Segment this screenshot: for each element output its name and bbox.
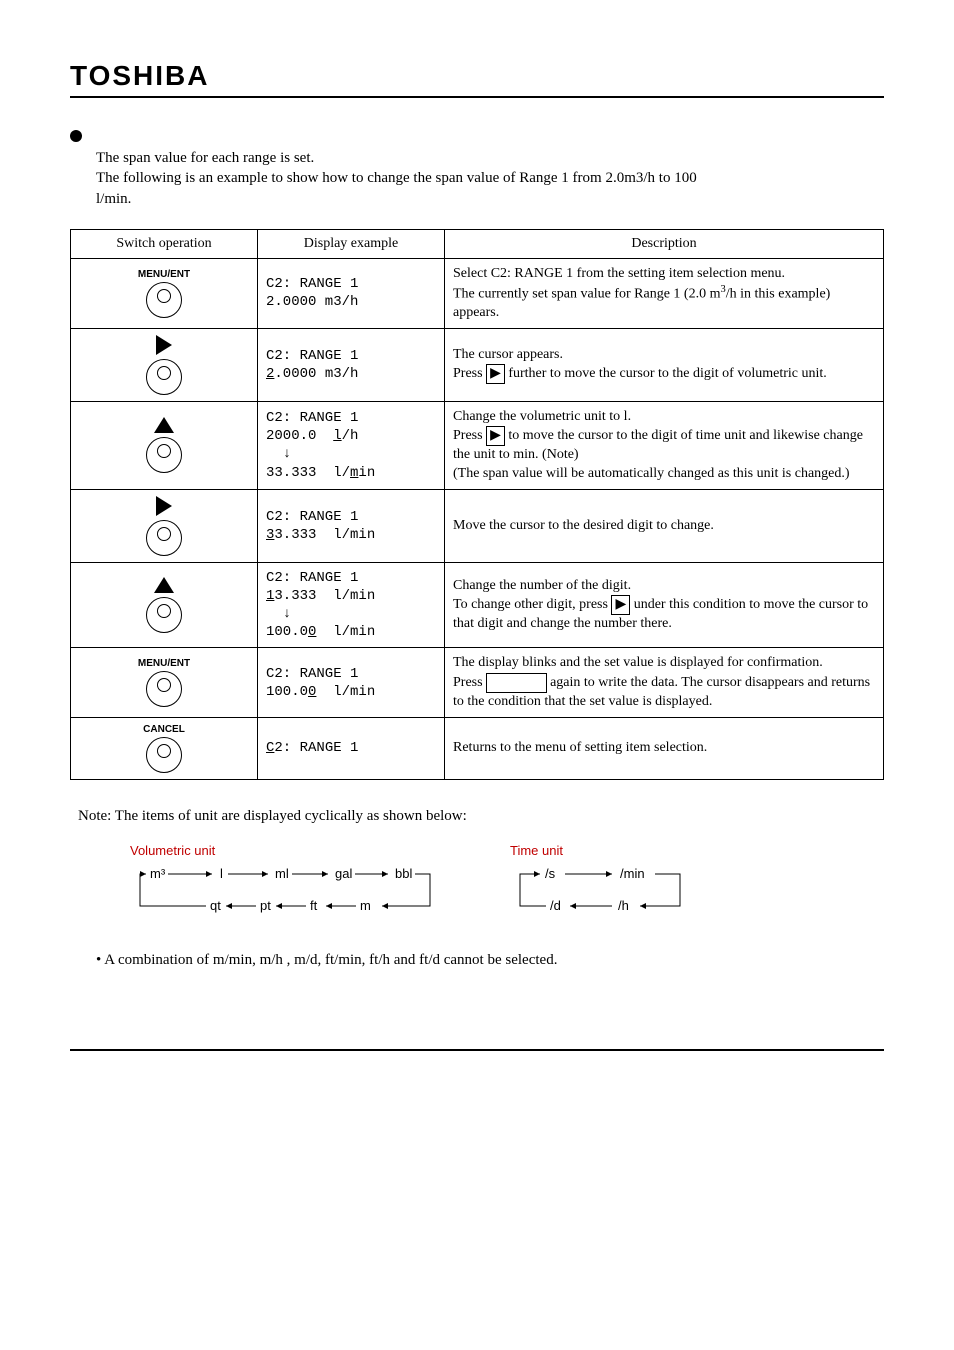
svg-text:bbl: bbl [395,866,412,881]
svg-text:pt: pt [260,898,271,913]
svg-text:/s: /s [545,866,556,881]
table-row: CANCELC2: RANGE 1Returns to the menu of … [71,718,884,780]
procedure-table: Switch operation Display example Descrip… [70,229,884,780]
volumetric-cycle-diagram: m³ l ml gal bbl m ft pt qt [130,862,450,922]
intro-line-1: The span value for each range is set. [96,148,884,168]
time-cycle-diagram: /s /min /h /d [510,862,710,922]
svg-text:m: m [360,898,371,913]
description-cell: Move the cursor to the desired digit to … [445,489,884,562]
description-cell: Select C2: RANGE 1 from the setting item… [445,258,884,328]
display-cell: C2: RANGE 1 100.00 l/min [258,648,445,718]
triangle-up-icon [154,417,174,433]
switch-cell [71,489,258,562]
display-cell: C2: RANGE 1 13.333 l/min ↓ 100.00 l/min [258,562,445,648]
button-circle-icon [146,437,182,473]
svg-text:gal: gal [335,866,352,881]
top-rule [70,96,884,98]
intro-line-2b: l/min. [96,189,884,209]
table-row: C2: RANGE 1 2.0000 m3/hThe cursor appear… [71,328,884,401]
switch-cell [71,328,258,401]
unit-cycles: Volumetric unit m³ l ml gal bbl m ft pt … [130,843,884,922]
svg-text:qt: qt [210,898,221,913]
display-cell: C2: RANGE 1 2.0000 m3/h [258,328,445,401]
intro-text: The span value for each range is set. Th… [96,148,884,209]
col-header-desc: Description [445,229,884,258]
volumetric-cycle-title: Volumetric unit [130,843,450,858]
triangle-up-icon [154,577,174,593]
table-row: C2: RANGE 1 13.333 l/min ↓ 100.00 l/minC… [71,562,884,648]
button-circle-icon [146,597,182,633]
bullet-heading [70,128,884,142]
time-cycle-title: Time unit [510,843,710,858]
bullet-dot-icon [70,130,82,142]
switch-cell [71,401,258,489]
description-cell: The cursor appears.Press ▶ further to mo… [445,328,884,401]
description-cell: Change the number of the digit.To change… [445,562,884,648]
intro-line-2a: The following is an example to show how … [96,168,884,188]
col-header-display: Display example [258,229,445,258]
description-cell: Change the volumetric unit to l.Press ▶ … [445,401,884,489]
display-cell: C2: RANGE 1 [258,718,445,780]
table-row: MENU/ENTC2: RANGE 1 100.00 l/minThe disp… [71,648,884,718]
description-cell: Returns to the menu of setting item sele… [445,718,884,780]
switch-cell: MENU/ENT [71,258,258,328]
footnote: • A combination of m/min, m/h , m/d, ft/… [96,952,884,969]
button-circle-icon [146,520,182,556]
svg-text:ft: ft [310,898,318,913]
time-cycle: Time unit /s /min /h /d [510,843,710,922]
svg-text:/min: /min [620,866,645,881]
table-row: C2: RANGE 1 2000.0 l/h ↓ 33.333 l/minCha… [71,401,884,489]
triangle-right-icon [156,335,172,355]
bottom-rule [70,1049,884,1051]
table-row: MENU/ENTC2: RANGE 1 2.0000 m3/hSelect C2… [71,258,884,328]
volumetric-cycle: Volumetric unit m³ l ml gal bbl m ft pt … [130,843,450,922]
footnote-text: A combination of m/min, m/h , m/d, ft/mi… [104,952,557,968]
svg-text:/d: /d [550,898,561,913]
note-text: Note: The items of unit are displayed cy… [78,808,884,825]
logo: TOSHIBA [70,60,884,92]
display-cell: C2: RANGE 1 2.0000 m3/h [258,258,445,328]
svg-text:ml: ml [275,866,289,881]
button-circle-icon [146,737,182,773]
triangle-right-icon [156,496,172,516]
button-circle-icon [146,359,182,395]
switch-cell [71,562,258,648]
col-header-switch: Switch operation [71,229,258,258]
svg-text:/h: /h [618,898,629,913]
switch-cell: MENU/ENT [71,648,258,718]
svg-text:l: l [220,866,223,881]
switch-cell: CANCEL [71,718,258,780]
display-cell: C2: RANGE 1 2000.0 l/h ↓ 33.333 l/min [258,401,445,489]
button-circle-icon [146,671,182,707]
description-cell: The display blinks and the set value is … [445,648,884,718]
table-row: C2: RANGE 1 33.333 l/minMove the cursor … [71,489,884,562]
display-cell: C2: RANGE 1 33.333 l/min [258,489,445,562]
svg-text:m³: m³ [150,866,166,881]
button-circle-icon [146,282,182,318]
